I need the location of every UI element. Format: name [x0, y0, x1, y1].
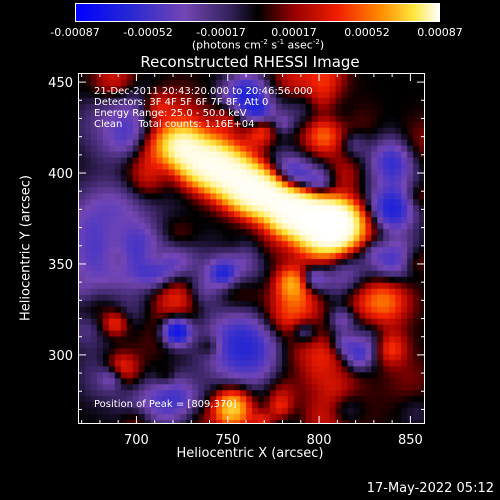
info-energy-range: Energy Range: 25.0 - 50.0 keV [94, 108, 247, 119]
peak-position: Position of Peak = [809,370] [94, 399, 237, 410]
info-time-range: 21-Dec-2011 20:43:20.000 to 20:46:56.000 [94, 86, 313, 97]
y-tick-label: 300 [48, 349, 73, 364]
colorbar-tick-label: -0.00087 [50, 26, 100, 39]
y-tick-label: 450 [48, 76, 73, 91]
chart-title: Reconstructed RHESSI Image [140, 53, 360, 71]
x-tick-label: 700 [124, 433, 149, 448]
y-tick-label: 400 [48, 167, 73, 182]
colorbar-tick-label: 0.00087 [417, 26, 463, 39]
y-tick-label: 350 [48, 258, 73, 273]
colorbar-units: (photons cm-2 s-1 asec-2) [191, 38, 325, 52]
heatmap-image [79, 74, 424, 423]
colorbar-tick-label: -0.00017 [196, 26, 246, 39]
x-axis-label: Heliocentric X (arcsec) [176, 446, 324, 461]
colorbar [75, 3, 440, 22]
y-axis-label: Heliocentric Y (arcsec) [18, 175, 34, 321]
plot-area: 21-Dec-2011 20:43:20.000 to 20:46:56.000… [78, 73, 425, 424]
info-clean-counts: Clean Total counts: 1.16E+04 [94, 119, 255, 130]
x-tick-label: 850 [398, 433, 423, 448]
colorbar-tick-label: 0.00017 [271, 26, 317, 39]
info-detectors: Detectors: 3F 4F 5F 6F 7F 8F, Att 0 [94, 97, 269, 108]
colorbar-tick-label: -0.00052 [123, 26, 173, 39]
colorbar-tick-label: 0.00052 [344, 26, 390, 39]
timestamp: 17-May-2022 05:12 [366, 481, 494, 496]
